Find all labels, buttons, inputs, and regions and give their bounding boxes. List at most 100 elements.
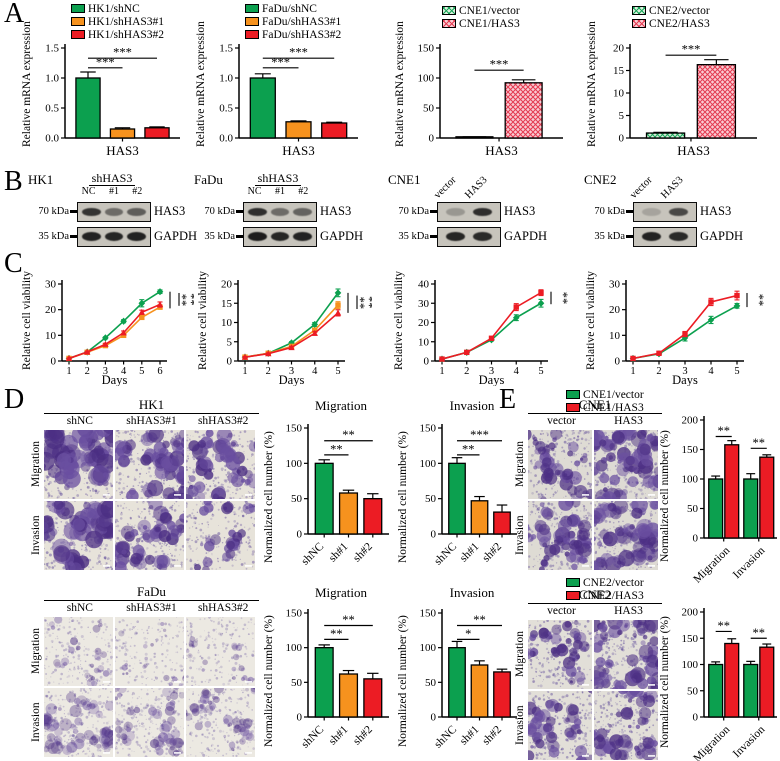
- figure-element: [165, 635, 168, 638]
- figure-element: [583, 478, 586, 480]
- figure-element: [109, 451, 113, 454]
- figure-element: [546, 433, 549, 436]
- figure-element: [96, 742, 97, 743]
- figure-element: [194, 430, 197, 433]
- figure-element: [117, 431, 121, 435]
- figure-element: [574, 536, 577, 539]
- figure-element: [233, 626, 235, 629]
- figure-element: [549, 519, 552, 521]
- figure-element: [241, 514, 245, 518]
- figure-element: [55, 649, 57, 651]
- figure-element: [630, 490, 633, 493]
- panel-label-E: E: [499, 384, 517, 415]
- figure-element: [84, 660, 87, 663]
- figure-element: [46, 476, 49, 479]
- figure-element: [536, 483, 538, 486]
- figure-element: [234, 507, 236, 509]
- figure-element: [251, 566, 254, 568]
- figure-element: [174, 548, 178, 552]
- figure-element: [95, 681, 99, 684]
- figure-element: [89, 631, 91, 634]
- lane-labels-rotated: vector HAS3: [388, 172, 578, 201]
- y-axis-label: Relative cell viability: [21, 271, 33, 371]
- figure-element: [102, 543, 105, 545]
- figure-element: [64, 699, 66, 701]
- figure-element: [162, 497, 165, 499]
- figure-element: [210, 492, 212, 493]
- figure-element: [213, 470, 215, 473]
- figure-element: [610, 486, 613, 489]
- y-axis-label: Normalized cell number (%): [397, 431, 409, 563]
- figure-element: [179, 554, 180, 556]
- figure-element: [214, 658, 216, 660]
- figure-element: [539, 566, 545, 570]
- figure-element: [45, 752, 47, 754]
- figure-element: [56, 722, 59, 725]
- figure-element: [163, 674, 170, 682]
- figure-element: ***: [113, 46, 132, 60]
- figure-element: [174, 433, 176, 436]
- molecular-weight-label: 35 kDa: [398, 231, 429, 242]
- figure-element: [60, 663, 66, 669]
- figure-element: [130, 525, 134, 528]
- figure-element: [137, 526, 141, 529]
- figure-element: [95, 727, 98, 730]
- figure-element: [216, 502, 218, 504]
- figure-element: [84, 548, 88, 552]
- figure-element: [124, 439, 136, 451]
- figure-element: [83, 684, 85, 686]
- figure-element: [117, 505, 119, 508]
- figure-element: [584, 465, 587, 468]
- figure-element: [547, 502, 550, 505]
- figure-element: [205, 537, 212, 544]
- blot-strip: [633, 226, 697, 247]
- figure-element: [96, 493, 98, 495]
- figure-element: [148, 663, 150, 665]
- figure-element: [82, 688, 85, 690]
- figure-element: [561, 450, 563, 453]
- figure-element: [68, 668, 71, 671]
- chart-body: Normalized cell number (%) 0 50 100 150 shNC s…: [396, 414, 522, 580]
- figure-element: [67, 712, 71, 716]
- figure-element: [72, 734, 75, 738]
- figure-element: [241, 353, 249, 360]
- figure-element: [73, 738, 85, 750]
- figure-element: [122, 498, 124, 499]
- figure-element: [143, 676, 145, 678]
- figure-element: [563, 473, 568, 478]
- figure-element: [54, 720, 56, 722]
- figure-element: [186, 681, 189, 684]
- figure-element: [101, 669, 103, 672]
- figure-element: [251, 455, 252, 457]
- figure-element: [567, 439, 569, 441]
- figure-element: [587, 515, 590, 517]
- figure-element: 20: [418, 317, 430, 329]
- figure-element: [222, 656, 224, 658]
- figure-element: [141, 449, 144, 451]
- figure-element: [627, 509, 629, 510]
- figure-element: [563, 496, 565, 498]
- figure-element: [632, 465, 639, 473]
- chart-A-FaDu-mRNA: Relative mRNA expression FaDu/shNC FaDu/sh…: [194, 2, 368, 166]
- figure-element: [126, 667, 128, 670]
- figure-element: [97, 554, 101, 558]
- figure-element: [71, 722, 74, 726]
- figure-element: [119, 478, 122, 481]
- figure-element: [572, 496, 583, 499]
- figure-element: [564, 437, 567, 439]
- figure-element: [533, 525, 534, 527]
- figure-element: [168, 546, 170, 548]
- figure-element: [143, 663, 148, 668]
- figure-element: [66, 681, 69, 684]
- figure-element: [118, 529, 121, 532]
- figure-element: [648, 494, 655, 496]
- figure-element: [134, 676, 137, 679]
- figure-element: [614, 501, 616, 503]
- figure-element: [104, 716, 107, 718]
- y-axis-label: Relative mRNA expression: [586, 21, 598, 147]
- figure-element: [225, 627, 229, 631]
- figure-element: [80, 665, 82, 667]
- figure-element: [539, 438, 542, 441]
- figure-element: [188, 643, 193, 648]
- figure-element: [207, 656, 211, 660]
